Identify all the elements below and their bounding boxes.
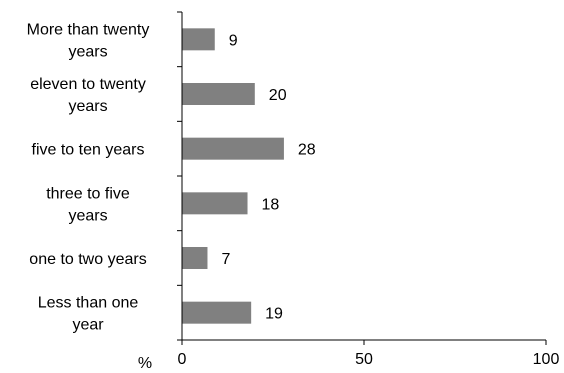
data-label: 18 <box>262 196 280 213</box>
x-tick-label: 100 <box>533 351 560 368</box>
category-label: five to ten years <box>32 142 145 159</box>
bar <box>182 137 284 160</box>
bar <box>182 301 252 324</box>
data-label: 28 <box>298 142 316 159</box>
bar <box>182 192 248 215</box>
bars-group <box>182 28 284 324</box>
x-tick-label: 0 <box>178 351 187 368</box>
data-label: 9 <box>229 32 238 49</box>
category-labels-group: More than twenty years eleven to twenty yea… <box>27 21 150 333</box>
x-tick-label: 50 <box>355 351 373 368</box>
bar <box>182 247 208 269</box>
category-label: More than twenty years <box>27 21 150 60</box>
x-ticks-group: 0 50 100 <box>178 340 560 368</box>
axes-group <box>177 11 546 341</box>
category-label: Less than one year <box>38 295 139 334</box>
bar <box>182 28 215 51</box>
category-label: one to two years <box>29 251 146 268</box>
data-label: 20 <box>269 87 287 104</box>
data-label: 19 <box>265 306 283 323</box>
x-axis-unit-label: % <box>138 355 152 372</box>
data-label: 7 <box>221 251 230 268</box>
data-labels-group: 9 20 28 18 7 19 <box>221 32 315 322</box>
category-label: three to five years <box>46 185 130 224</box>
category-label: eleven to twenty years <box>30 76 146 115</box>
bar <box>182 83 255 105</box>
